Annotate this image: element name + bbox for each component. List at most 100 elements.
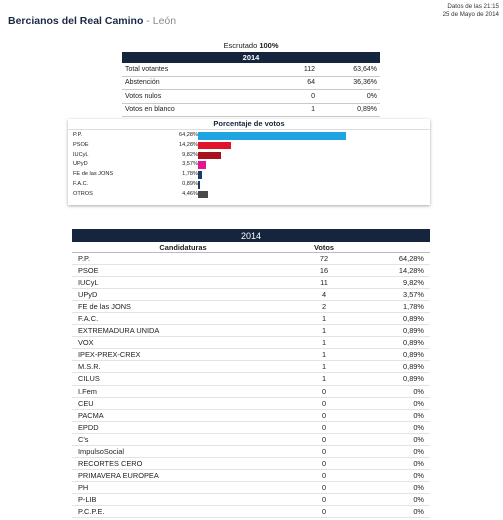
chart-bar — [198, 151, 221, 160]
candidatura-name: I.Fem — [72, 385, 294, 398]
datetime-time: Datos de las 21:15 — [447, 3, 499, 10]
table-row: VOX 1 0,89% — [72, 336, 430, 350]
results-year-header: 2014 — [72, 229, 430, 242]
chart-category-label: PSOE — [73, 141, 89, 148]
summary-row: Total votantes 112 63,64% — [122, 63, 380, 77]
escrutado-label: Escrutado — [223, 41, 258, 50]
candidatura-pct: 1,78% — [354, 300, 430, 314]
candidatura-votes: 1 — [294, 372, 354, 386]
candidatura-name: PH — [72, 481, 294, 494]
summary-label: Abstención — [122, 76, 274, 90]
province-name: León — [152, 15, 177, 27]
summary-pct: 63,64% — [318, 63, 380, 77]
chart-category-label: OTROS — [73, 190, 93, 197]
candidatura-votes: 16 — [294, 264, 354, 278]
candidatura-votes: 0 — [294, 493, 354, 506]
candidatura-name: P-LIB — [72, 493, 294, 506]
chart-bar — [198, 141, 231, 150]
summary-row: Votos nulos 0 0% — [122, 89, 380, 104]
candidatura-votes: 0 — [294, 481, 354, 494]
table-row: P.P. 72 64,28% — [72, 252, 430, 266]
table-row: F.A.C. 1 0,89% — [72, 312, 430, 326]
chart-row: IUCyL 9,82% — [68, 151, 430, 160]
table-row: UPyD 4 3,57% — [72, 288, 430, 302]
candidatura-votes: 1 — [294, 360, 354, 374]
summary-pct: 36,36% — [318, 76, 380, 90]
candidatura-pct: 0% — [354, 397, 430, 410]
table-row: CILUS 1 0,89% — [72, 372, 430, 386]
chart-category-label: UPyD — [73, 161, 88, 168]
candidatura-name: M.S.R. — [72, 360, 294, 374]
candidatura-votes: 72 — [294, 252, 354, 266]
chart-bar — [198, 181, 201, 189]
candidatura-pct: 0% — [354, 445, 430, 458]
update-datetime: Datos de las 21:15 25 de Mayo de 2014 — [443, 3, 499, 19]
summary-row: Abstención 64 36,36% — [122, 76, 380, 90]
candidatura-name: IUCyL — [72, 276, 294, 290]
table-row: PSOE 16 14,28% — [72, 264, 430, 278]
table-row: P-LIB 0 0% — [72, 493, 430, 506]
candidatura-pct: 0% — [354, 385, 430, 398]
table-row: PH 0 0% — [72, 481, 430, 494]
chart-row: FE de las JONS 1,78% — [68, 170, 430, 179]
table-row: IUCyL 11 9,82% — [72, 276, 430, 290]
candidatura-name: VOX — [72, 336, 294, 350]
candidatura-votes: 1 — [294, 336, 354, 350]
table-row: P.C.P.E. 0 0% — [72, 505, 430, 519]
title-separator: - — [143, 15, 153, 27]
candidatura-name: EXTREMADURA UNIDA — [72, 324, 294, 338]
summary-count: 64 — [274, 76, 318, 90]
candidatura-pct: 0% — [354, 421, 430, 434]
summary-row: Votos en blanco 1 0,89% — [122, 103, 380, 117]
summary-pct: 0,89% — [318, 103, 380, 117]
candidatura-votes: 0 — [294, 505, 354, 519]
col-candidaturas: Candidaturas — [72, 242, 294, 253]
candidatura-name: F.A.C. — [72, 312, 294, 326]
chart-value-label: 4,46% — [182, 190, 198, 197]
candidatura-pct: 9,82% — [354, 276, 430, 290]
candidatura-pct: 0,89% — [354, 336, 430, 350]
candidatura-pct: 0% — [354, 505, 430, 519]
vote-percentage-chart: Porcentaje de votos P.P. 64,28% PSOE 14,28%… — [68, 119, 430, 205]
candidatura-votes: 0 — [294, 421, 354, 434]
candidatura-pct: 0% — [354, 493, 430, 506]
candidatura-pct: 0% — [354, 481, 430, 494]
candidatura-pct: 0,89% — [354, 348, 430, 362]
chart-bar — [198, 161, 207, 169]
candidatura-pct: 0,89% — [354, 324, 430, 338]
municipality-name: Bercianos del Real Camino — [8, 15, 144, 27]
candidatura-name: P.C.P.E. — [72, 505, 294, 519]
datetime-date: 25 de Mayo de 2014 — [442, 11, 499, 18]
candidatura-pct: 0,89% — [354, 372, 430, 386]
table-row: M.S.R. 1 0,89% — [72, 360, 430, 374]
table-row: FE de las JONS 2 1,78% — [72, 300, 430, 314]
candidatura-name: FE de las JONS — [72, 300, 294, 314]
table-row: ImpulsoSocial 0 0% — [72, 445, 430, 458]
candidatura-votes: 0 — [294, 397, 354, 410]
candidatura-pct: 0% — [354, 409, 430, 422]
summary-count: 1 — [274, 103, 318, 117]
candidatura-name: ImpulsoSocial — [72, 445, 294, 458]
candidatura-name: C's — [72, 433, 294, 446]
summary-count: 0 — [274, 89, 318, 104]
candidatura-name: P.P. — [72, 252, 294, 266]
summary-pct: 0% — [318, 89, 380, 104]
col-pct — [354, 242, 430, 253]
candidatura-pct: 0,89% — [354, 360, 430, 374]
summary-count: 112 — [274, 63, 318, 77]
candidatura-pct: 0,89% — [354, 312, 430, 326]
summary-table: 2014 Total votantes 112 63,64% Abstención 64… — [122, 52, 380, 117]
candidatura-name: PRIMAVERA EUROPEA — [72, 469, 294, 482]
candidatura-votes: 0 — [294, 433, 354, 446]
summary-label: Votos en blanco — [122, 103, 274, 117]
chart-title: Porcentaje de votos — [68, 119, 430, 130]
table-row: I.Fem 0 0% — [72, 385, 430, 398]
candidatura-pct: 64,28% — [354, 252, 430, 266]
chart-row: P.P. 64,28% — [68, 131, 430, 140]
results-table: 2014 Candidaturas Votos P.P. 72 64,28% PSOE… — [72, 229, 430, 519]
candidatura-votes: 0 — [294, 469, 354, 482]
candidatura-name: RECORTES CERO — [72, 457, 294, 470]
candidatura-votes: 1 — [294, 312, 354, 326]
chart-row: OTROS 4,46% — [68, 190, 430, 199]
chart-category-label: P.P. — [73, 132, 83, 138]
